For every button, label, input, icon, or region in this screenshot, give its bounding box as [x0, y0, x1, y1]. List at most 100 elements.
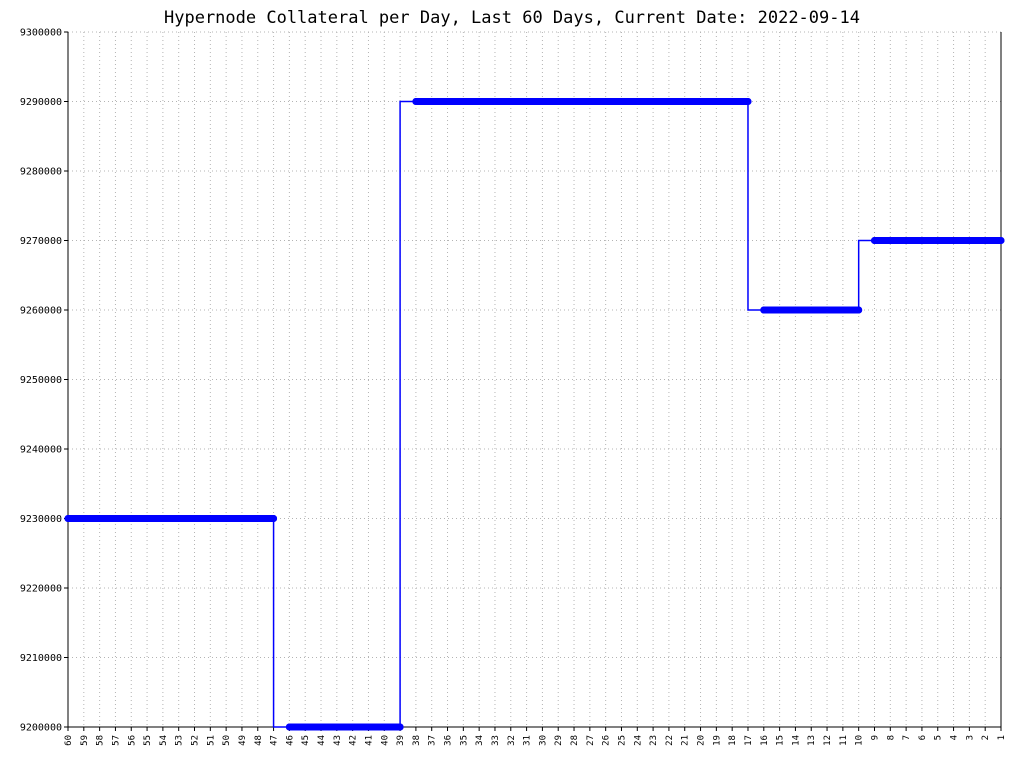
x-tick-label: 55: [143, 735, 153, 746]
data-point: [997, 237, 1005, 244]
y-tick-label: 9240000: [20, 445, 62, 456]
x-tick-label: 8: [886, 735, 896, 740]
y-tick-label: 9250000: [20, 375, 62, 386]
x-tick-label: 32: [507, 735, 517, 746]
data-point: [712, 98, 720, 105]
data-point: [270, 515, 278, 522]
data-point: [744, 98, 752, 105]
x-tick-label: 52: [191, 735, 201, 746]
x-tick-label: 27: [586, 735, 596, 746]
data-point: [965, 237, 973, 244]
x-tick-label: 25: [617, 735, 627, 746]
x-tick-label: 60: [64, 735, 74, 746]
x-tick-label: 46: [285, 735, 295, 746]
y-tick-label: 9200000: [20, 723, 62, 734]
data-point: [649, 98, 657, 105]
x-tick-label: 53: [175, 735, 185, 746]
data-point: [760, 306, 768, 314]
data-point: [665, 98, 673, 105]
data-point: [191, 515, 199, 522]
data-point: [254, 515, 262, 522]
axes: [64, 31, 1002, 731]
x-tick-label: 35: [459, 735, 469, 746]
data-point: [855, 306, 863, 314]
x-tick-label: 2: [981, 735, 991, 740]
x-tick-label: 43: [333, 735, 343, 746]
x-tick-label: 38: [412, 735, 422, 746]
y-axis-tick-labels: 9200000 9210000 9220000 9230000 9240000 92500…: [20, 28, 62, 734]
x-tick-label: 1: [997, 735, 1007, 740]
data-point: [886, 237, 894, 244]
data-point: [902, 237, 910, 244]
x-tick-label: 19: [712, 735, 722, 746]
x-tick-label: 40: [380, 735, 390, 746]
x-tick-label: 22: [665, 735, 675, 746]
data-point: [428, 98, 436, 105]
x-tick-label: 3: [965, 735, 975, 740]
x-tick-label: 4: [950, 735, 960, 740]
data-point: [981, 237, 989, 244]
x-tick-label: 39: [396, 735, 406, 746]
data-point: [507, 98, 515, 105]
x-tick-label: 29: [554, 735, 564, 746]
data-point: [586, 98, 594, 105]
data-point: [791, 306, 799, 314]
series-layer: [64, 98, 1005, 731]
x-tick-label: 13: [807, 735, 817, 746]
x-tick-label: 58: [96, 735, 106, 746]
x-tick-label: 48: [254, 735, 264, 746]
x-tick-label: 37: [428, 735, 438, 746]
x-tick-label: 9: [870, 735, 880, 740]
y-tick-label: 9300000: [20, 28, 62, 39]
data-point: [633, 98, 641, 105]
data-point: [523, 98, 531, 105]
x-tick-label: 12: [823, 735, 833, 746]
data-point: [159, 515, 167, 522]
data-point: [823, 306, 831, 314]
x-tick-label: 31: [523, 735, 533, 746]
y-tick-label: 9280000: [20, 167, 62, 178]
x-tick-label: 14: [791, 735, 801, 746]
data-point: [728, 98, 736, 105]
x-tick-label: 17: [744, 735, 754, 746]
data-point: [206, 515, 214, 522]
data-point: [96, 515, 104, 522]
data-point: [444, 98, 452, 105]
x-tick-label: 24: [633, 735, 643, 746]
data-point: [127, 515, 135, 522]
data-point: [175, 515, 183, 522]
data-point: [776, 306, 784, 314]
x-tick-label: 21: [681, 735, 691, 746]
data-point: [317, 723, 325, 731]
x-tick-label: 34: [475, 735, 485, 746]
y-tick-label: 9290000: [20, 97, 62, 108]
x-tick-label: 36: [444, 735, 454, 746]
data-point: [950, 237, 958, 244]
x-tick-label: 16: [760, 735, 770, 746]
data-point: [459, 98, 467, 105]
data-point: [870, 237, 878, 244]
data-point: [918, 237, 926, 244]
x-tick-label: 23: [649, 735, 659, 746]
y-tick-label: 9210000: [20, 653, 62, 664]
x-tick-label: 51: [206, 735, 216, 746]
data-point: [349, 723, 357, 731]
x-tick-label: 50: [222, 735, 232, 746]
x-tick-label: 57: [111, 735, 121, 746]
grid: [68, 31, 1002, 727]
data-point: [934, 237, 942, 244]
x-tick-label: 41: [364, 735, 374, 746]
data-point: [111, 515, 119, 522]
data-point: [380, 723, 388, 731]
x-tick-label: 10: [855, 735, 865, 746]
x-tick-label: 56: [127, 735, 137, 746]
data-point: [554, 98, 562, 105]
x-tick-label: 44: [317, 735, 327, 746]
x-tick-label: 15: [776, 735, 786, 746]
data-point: [412, 98, 420, 105]
x-tick-label: 42: [349, 735, 359, 746]
data-point: [807, 306, 815, 314]
x-tick-label: 5: [934, 735, 944, 740]
data-point: [285, 723, 293, 731]
x-tick-label: 33: [491, 735, 501, 746]
